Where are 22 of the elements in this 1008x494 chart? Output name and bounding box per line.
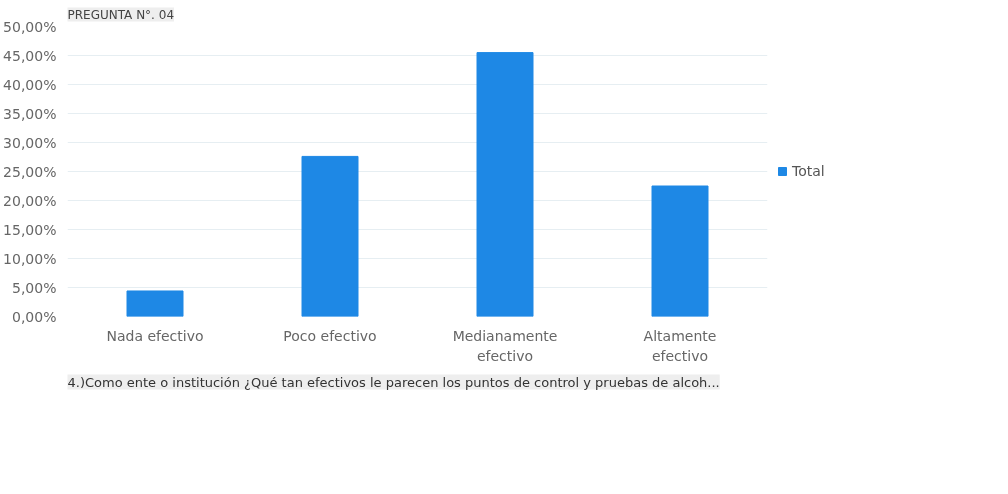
y-tick-label: 5,00% xyxy=(12,279,57,296)
bar xyxy=(476,52,534,317)
y-tick-label: 10,00% xyxy=(3,250,57,267)
x-tick-label: Medianamente efectivo xyxy=(452,327,558,365)
y-tick-label: 40,00% xyxy=(3,76,57,93)
y-tick-label: 30,00% xyxy=(3,134,57,151)
bar xyxy=(126,290,184,317)
y-tick-label: 15,00% xyxy=(3,221,57,238)
bar xyxy=(651,185,709,317)
text: 4.)Como ente o institución ¿Qué tan efectivos le parecen los puntos de control y pruebas de alcoh... xyxy=(67,374,720,390)
x-tick-label: Nada efectivo xyxy=(106,327,204,344)
chart-title: PREGUNTA N°. 04 xyxy=(67,7,175,22)
y-tick-label: 45,00% xyxy=(3,47,57,64)
legend-label: Total xyxy=(792,163,825,179)
y-tick-label: 50,00% xyxy=(3,18,57,35)
bar xyxy=(301,155,359,317)
y-tick-label: 0,00% xyxy=(12,308,57,325)
x-tick-label: Poco efectivo xyxy=(283,327,377,344)
y-tick-label: 35,00% xyxy=(3,105,57,122)
y-tick-label: 25,00% xyxy=(3,163,57,180)
x-tick-label: Altamente efectivo xyxy=(643,327,717,365)
y-tick-label: 20,00% xyxy=(3,192,57,209)
